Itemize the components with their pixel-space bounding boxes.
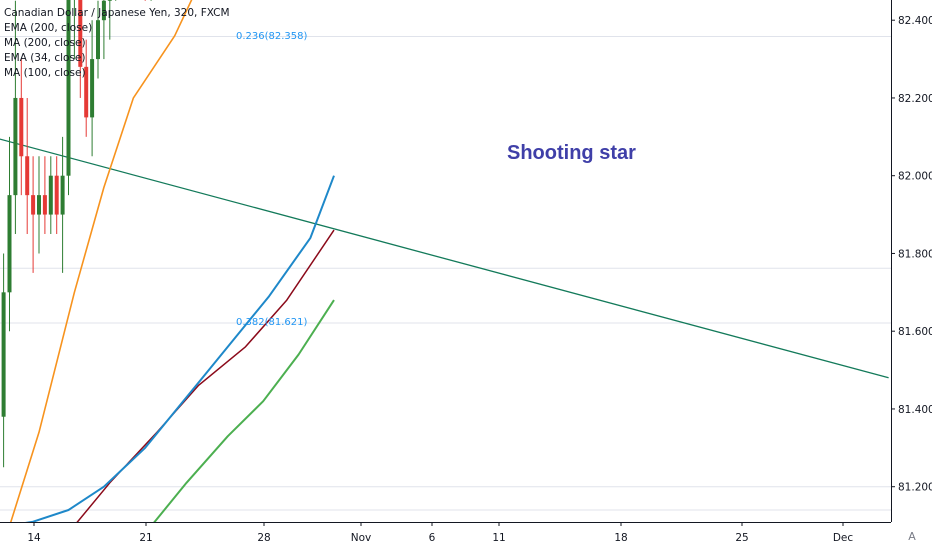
x-tick-label-7: 25 [735, 532, 748, 544]
x-tick-label-1: 21 [139, 532, 152, 544]
ma100-line [153, 299, 335, 522]
candle-body-10 [60, 175, 65, 215]
x-tick-label-0: 14 [27, 532, 41, 544]
fib-label-0236: 0.236(82.358) [236, 30, 308, 42]
candle-body-2 [13, 97, 18, 196]
shooting-star-annotation: Shooting star [507, 142, 636, 164]
chart-legend: Canadian Dollar / Japanese Yen, 320, FXC… [4, 6, 230, 81]
y-tick-label-4: 82.000 [898, 171, 932, 183]
x-tick-label-2: 28 [257, 532, 270, 544]
candle-body-16 [96, 20, 100, 60]
candle-body-5 [31, 195, 36, 215]
y-tick-label-3: 81.800 [898, 248, 932, 260]
y-tick-label-0: 81.200 [898, 482, 932, 494]
x-tick-label-5: 11 [492, 532, 505, 544]
legend-indicator-ema200: EMA (200, close) [4, 22, 93, 34]
candle-body-13 [78, 0, 83, 67]
ema200-line [25, 175, 335, 522]
y-tick-label-6: 82.400 [898, 15, 932, 27]
candle-body-0 [1, 292, 6, 417]
candle-body-15 [90, 59, 95, 118]
fib-label-0382: 0.382(81.621) [236, 317, 308, 329]
candle-body-4 [25, 156, 30, 196]
candle-body-18 [107, 0, 112, 1]
auto-scale-button[interactable]: A [903, 528, 921, 546]
x-tick-label-4: 6 [429, 532, 436, 544]
candle-body-6 [37, 195, 41, 215]
legend-indicator-ma200: MA (200, close) [4, 37, 86, 49]
trendline [0, 138, 889, 379]
candle-body-14 [84, 66, 89, 118]
x-tick-label-8: Dec [833, 532, 854, 544]
x-tick-label-6: 18 [614, 532, 627, 544]
y-tick-label-5: 82.200 [898, 93, 932, 105]
y-tick-label-1: 81.400 [898, 404, 932, 416]
x-tick-label-3: Nov [351, 532, 372, 544]
candle-body-11 [66, 0, 71, 176]
candle-body-3 [19, 97, 24, 157]
ema34-line [9, 0, 193, 522]
candle-body-8 [48, 175, 53, 215]
y-tick-label-2: 81.600 [898, 326, 932, 338]
legend-symbol: Canadian Dollar / Japanese Yen, 320, FXC… [4, 7, 230, 19]
candle-body-9 [54, 175, 59, 215]
candle-body-1 [7, 195, 12, 293]
ma200-line [76, 229, 335, 522]
candle-body-17 [101, 0, 106, 21]
plot-area [0, 0, 889, 522]
legend-indicator-ma100: MA (100, close) [4, 67, 86, 79]
legend-indicator-ema34: EMA (34, close) [4, 52, 86, 64]
candle-body-7 [42, 195, 47, 215]
